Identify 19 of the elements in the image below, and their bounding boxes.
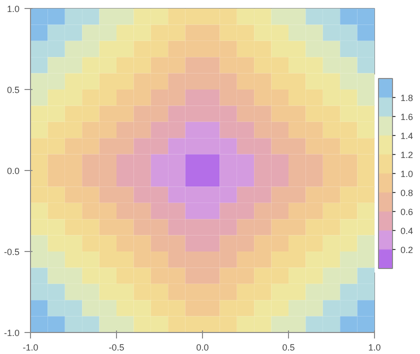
- color-bar-label: 1.0: [400, 169, 414, 179]
- color-bar-label: 1.8: [400, 93, 414, 103]
- color-bar-label: 1.6: [400, 112, 414, 122]
- x-tick-label: -0.5: [108, 342, 124, 352]
- x-tick-label: 1.0: [368, 342, 381, 352]
- color-bar-label: 0.2: [400, 245, 414, 255]
- x-tick-label: 0.0: [196, 342, 209, 352]
- color-bar-label: 0.4: [400, 226, 414, 236]
- x-tick-label: -1.0: [22, 342, 38, 352]
- y-tick-label: 0.0: [6, 166, 20, 176]
- color-bar-label: 0.6: [400, 207, 414, 217]
- color-bar-label: 1.4: [400, 131, 414, 141]
- x-tick-label: 0.5: [282, 342, 295, 352]
- color-bar-label: 1.2: [400, 150, 414, 160]
- y-tick-label: 0.5: [6, 85, 20, 95]
- color-bar-label: 0.8: [400, 188, 414, 198]
- y-tick-label: -0.5: [4, 247, 20, 257]
- y-tick-label: 1.0: [6, 4, 20, 14]
- y-tick-label: -1.0: [4, 328, 20, 338]
